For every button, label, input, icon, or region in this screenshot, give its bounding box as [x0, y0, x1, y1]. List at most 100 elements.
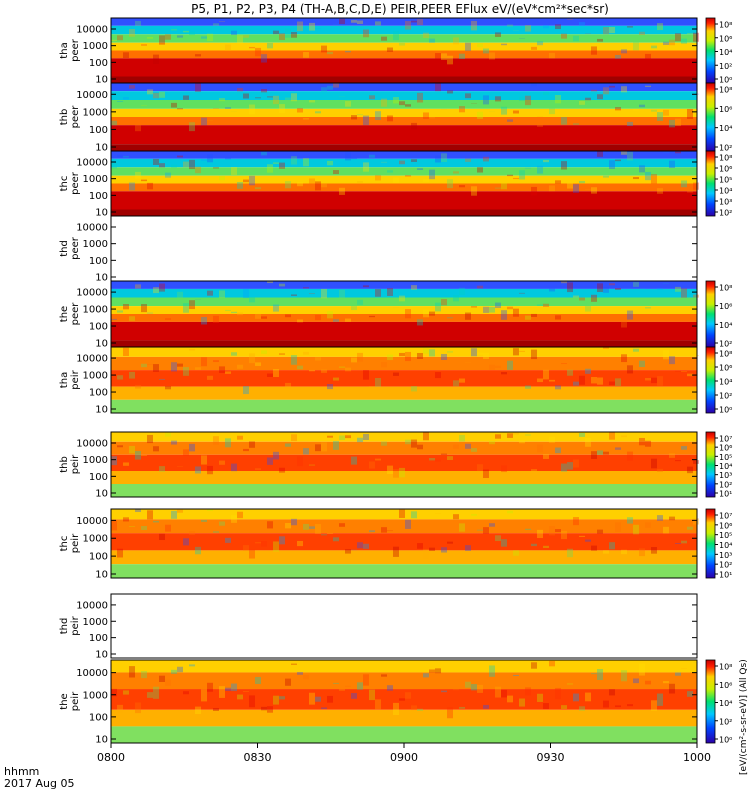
colorbar-tick-label: 10² [719, 480, 732, 489]
y-tick-label: 10000 [76, 90, 108, 101]
colorbar-tick-label: 10⁴ [719, 699, 732, 708]
y-tick-label: 10 [95, 489, 108, 500]
panel-label: thdpeer [59, 236, 81, 260]
y-tick-label: 10 [95, 405, 108, 416]
x-label-date: 2017 Aug 05 [4, 777, 74, 790]
y-tick-label: 10 [95, 75, 108, 86]
colorbar-tick-label: 10² [719, 144, 732, 153]
colorbar-tick-label: 10⁶ [719, 681, 732, 690]
y-tick-label: 10 [95, 339, 108, 350]
x-tick-label: 0830 [244, 751, 272, 764]
colorbar-tick-label: 10⁸ [719, 21, 732, 30]
colorbar-tick-label: 10⁷ [719, 435, 732, 444]
colorbar-tick-label: 10⁴ [719, 187, 732, 196]
y-tick-label: 1000 [83, 239, 108, 250]
colorbar-tick-label: 10¹ [719, 490, 732, 499]
panel-the-peer: thepeer 10 100 1000 10000 10² 10⁴ 10⁶ 10⁸ [59, 280, 732, 350]
x-tick-label: 0900 [390, 751, 418, 764]
colorbar-tick-label: 10³ [719, 551, 732, 560]
colorbar-tick-label: 10⁵ [719, 453, 732, 462]
colorbar [705, 280, 716, 348]
colorbar-tick-label: 10³ [719, 198, 732, 207]
y-tick-label: 1000 [83, 690, 108, 701]
colorbar-tick-label: 10⁰ [719, 736, 732, 745]
colorbar-tick-label: 10⁶ [719, 302, 732, 311]
panel-label: thcpeir [59, 533, 81, 553]
x-label-hhmm: hhmm [4, 765, 39, 778]
panel-the-peir: thepeir 10 100 1000 10000 10⁰ 10² 10⁴ 10⁶ 10⁸ [59, 659, 732, 746]
colorbar-tick-label: 10⁵ [719, 176, 732, 185]
colorbar-tick-label: 10⁸ [719, 350, 732, 359]
panel-thb-peir: thbpeir 10 100 1000 10000 10¹10²10³10⁴10⁵10⁶1… [59, 431, 732, 500]
colorbar-unit-label: [eV/(cm²-s-sr-eV)] (All Qs) [739, 659, 749, 775]
y-tick-label: 100 [89, 256, 108, 267]
y-tick-label: 100 [89, 191, 108, 202]
y-tick-label: 100 [89, 388, 108, 399]
y-tick-label: 1000 [83, 617, 108, 628]
x-axis: 0800 0830 0900 0930 1000 [97, 743, 711, 764]
colorbar-tick-label: 10³ [719, 471, 732, 480]
colorbar-tick-label: 10² [719, 340, 732, 349]
panel-label: thcpeer [59, 171, 81, 195]
panel-thd-peer: thdpeer 10 100 1000 10000 [59, 215, 698, 284]
colorbar-tick-label: 10¹ [719, 571, 732, 580]
panel-label: thbpeer [59, 105, 81, 129]
y-tick-label: 100 [89, 472, 108, 483]
colorbar [705, 17, 716, 84]
colorbar [705, 346, 716, 414]
y-tick-label: 1000 [83, 534, 108, 545]
panel-thd-peir: thdpeir 10 100 1000 10000 [59, 593, 698, 661]
y-tick-label: 100 [89, 58, 108, 69]
y-tick-label: 10000 [76, 288, 108, 299]
colorbar-tick-label: 10⁶ [719, 364, 732, 373]
y-tick-label: 10000 [76, 439, 108, 450]
colorbar-tick-label: 10² [719, 209, 732, 218]
colorbar-tick-label: 10⁰ [719, 76, 732, 85]
y-tick-label: 1000 [83, 371, 108, 382]
colorbar-tick-label: 10² [719, 392, 732, 401]
colorbar-tick-label: 10⁷ [719, 512, 732, 521]
y-tick-label: 10 [95, 208, 108, 219]
figure-title: P5, P1, P2, P3, P4 (TH-A,B,C,D,E) PEIR,P… [191, 2, 609, 16]
colorbar-tick-label: 10⁴ [719, 541, 732, 550]
y-tick-label: 10000 [76, 668, 108, 679]
panel-label: thepeer [59, 302, 81, 326]
y-tick-label: 10 [95, 273, 108, 284]
colorbar-tick-label: 10⁸ [719, 284, 732, 293]
y-tick-label: 10000 [76, 25, 108, 36]
x-tick-label: 0800 [97, 751, 125, 764]
y-tick-label: 10000 [76, 223, 108, 234]
panel-label: thepeir [59, 691, 81, 711]
colorbar-tick-label: 10⁶ [719, 34, 732, 43]
y-tick-label: 10000 [76, 158, 108, 169]
panel-label: thdpeir [59, 615, 81, 635]
colorbar-tick-label: 10⁸ [719, 86, 732, 95]
panel-label: thapeer [59, 38, 81, 62]
colorbar [705, 508, 716, 579]
panel-label: thapeir [59, 369, 81, 389]
colorbar-tick-label: 10⁶ [719, 165, 732, 174]
x-tick-label: 0930 [537, 751, 565, 764]
colorbar-tick-label: 10⁸ [719, 154, 732, 163]
y-tick-label: 100 [89, 552, 108, 563]
panel-thb-peer: thbpeer 10 100 1000 10000 10² 10⁴ 10⁶ 10⁸ [59, 82, 732, 154]
y-tick-label: 1000 [83, 305, 108, 316]
panel-label: thbpeir [59, 454, 81, 474]
y-tick-label: 10 [95, 143, 108, 154]
colorbar-tick-label: 10⁴ [719, 378, 732, 387]
colorbar-tick-label: 10⁴ [719, 462, 732, 471]
colorbar-tick-label: 10⁴ [719, 321, 732, 330]
y-tick-label: 100 [89, 125, 108, 136]
y-tick-label: 100 [89, 322, 108, 333]
colorbar-tick-label: 10⁰ [719, 406, 732, 415]
y-tick-label: 10000 [76, 354, 108, 365]
y-tick-label: 1000 [83, 455, 108, 466]
y-tick-label: 1000 [83, 174, 108, 185]
colorbar-tick-label: 10² [719, 717, 732, 726]
panel-thc-peer: thcpeer 10 100 1000 10000 10² 10³ 10⁴ 10⁵ 10⁶ 10⁸ [59, 150, 732, 219]
colorbar [705, 150, 716, 217]
panel-tha-peir: thapeir 10 100 1000 10000 10⁰ 10² 10⁴ 10⁶ 10⁸ [59, 346, 732, 416]
y-tick-label: 100 [89, 633, 108, 644]
colorbar-tick-label: 10⁸ [719, 663, 732, 672]
